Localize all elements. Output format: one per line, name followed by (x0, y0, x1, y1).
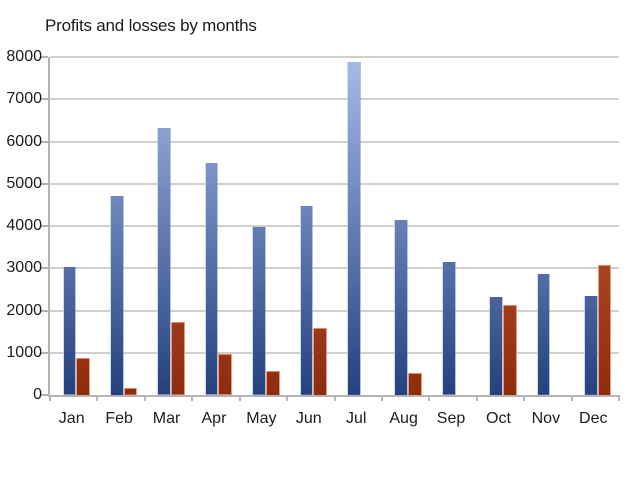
y-axis-tick (41, 56, 48, 58)
x-axis-tick (618, 395, 620, 401)
bar-losses-aug (408, 372, 422, 395)
bar-losses-feb (123, 388, 138, 395)
bar-profits-apr (204, 163, 219, 395)
y-axis-label: 7000 (6, 90, 42, 108)
bar-losses-mar (171, 322, 185, 395)
gridline (50, 225, 619, 227)
y-axis-label: 8000 (6, 48, 42, 65)
bar-losses-dec (597, 264, 612, 395)
x-axis-tick (96, 395, 99, 401)
x-axis-label-may: May (246, 410, 277, 427)
gridline (50, 98, 619, 101)
gridline (50, 56, 619, 58)
x-axis-tick (523, 395, 526, 401)
y-axis-label: 4000 (6, 217, 42, 234)
bar-profits-sep (441, 262, 456, 395)
x-axis-label-dec: Dec (579, 410, 608, 427)
bar-losses-jun (313, 327, 327, 395)
x-axis-label-sep: Sep (436, 410, 466, 427)
x-axis-tick (238, 395, 241, 401)
bar-profits-feb (109, 195, 124, 395)
chart-title: Profits and losses by months (45, 16, 257, 35)
x-axis-tick (143, 395, 146, 401)
bar-profits-oct (489, 296, 503, 395)
bar-profits-jun (299, 206, 314, 395)
y-axis-tick (41, 225, 48, 227)
gridline (50, 267, 619, 270)
gridline (50, 140, 619, 143)
x-axis-tick (191, 395, 194, 401)
gridline (50, 351, 619, 354)
x-axis-tick (380, 395, 383, 401)
x-axis-label-apr: Apr (201, 410, 227, 427)
x-axis-tick (475, 395, 478, 401)
y-axis-label: 0 (33, 386, 42, 403)
bar-profits-nov (536, 274, 551, 395)
x-axis-tick (428, 395, 431, 401)
y-axis-label: 2000 (6, 301, 42, 319)
bar-profits-jul (347, 62, 361, 395)
x-axis-tick (333, 395, 336, 401)
bar-profits-aug (394, 219, 409, 395)
x-axis-tick (49, 395, 51, 401)
y-axis-tick (41, 351, 48, 354)
x-axis-label-jan: Jan (58, 410, 85, 427)
y-axis-tick (41, 267, 48, 270)
y-axis-tick (41, 309, 48, 312)
plot-area (41, 56, 620, 401)
bar-profits-may (252, 227, 266, 395)
x-axis-label-oct: Oct (486, 410, 511, 427)
bar-losses-may (265, 370, 280, 395)
y-axis-label: 5000 (6, 174, 42, 192)
bar-profits-jan (62, 267, 77, 395)
y-axis-tick (41, 394, 48, 396)
bar-profits-mar (157, 128, 172, 395)
x-axis-tick (286, 395, 289, 401)
bar-losses-oct (502, 304, 517, 395)
bar-profits-dec (584, 296, 598, 395)
bar-losses-apr (218, 354, 233, 395)
y-axis-label: 3000 (6, 259, 42, 277)
y-axis-tick (41, 140, 48, 143)
x-axis-label-feb: Feb (105, 410, 133, 427)
gridline (50, 309, 619, 312)
y-axis-tick (41, 182, 48, 185)
gridline (50, 182, 619, 185)
bar-losses-jan (76, 357, 90, 395)
x-axis-label-nov: Nov (531, 410, 561, 427)
x-axis-label-mar: Mar (152, 410, 181, 427)
y-axis-tick (41, 98, 48, 101)
x-axis-label-aug: Aug (389, 410, 418, 427)
y-axis-label: 6000 (6, 132, 42, 150)
x-axis-tick (570, 395, 573, 401)
x-axis-label-jul: Jul (345, 410, 367, 427)
y-axis-label: 1000 (6, 343, 42, 361)
x-axis-label-jun: Jun (295, 410, 322, 427)
